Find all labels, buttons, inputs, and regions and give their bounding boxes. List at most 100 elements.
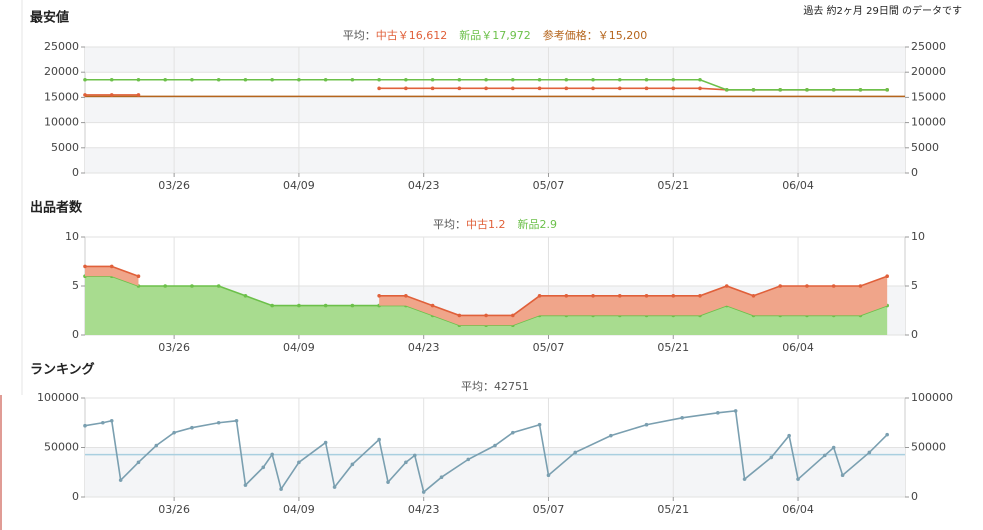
data-point [163, 77, 168, 82]
data-point [511, 313, 515, 318]
data-point [430, 77, 435, 82]
y2-tick-label: 0 [911, 490, 918, 503]
y2-tick-label: 15000 [911, 90, 946, 103]
data-point [573, 450, 578, 455]
x-tick-label: 04/23 [408, 179, 440, 192]
x-tick-label: 05/21 [657, 341, 689, 354]
series-area [379, 276, 888, 326]
series-line [379, 275, 888, 317]
data-point [698, 86, 702, 91]
x-tick-label: 04/09 [283, 179, 315, 192]
data-point [270, 303, 274, 308]
data-point [511, 77, 515, 82]
data-point [537, 86, 542, 91]
data-point [617, 294, 622, 298]
data-point [109, 77, 114, 82]
data-point [457, 86, 462, 91]
average-label: 新品2.9 [518, 217, 558, 231]
x-tick-label: 05/07 [533, 503, 565, 516]
data-point [430, 303, 435, 308]
data-point [404, 294, 408, 298]
data-point [83, 423, 87, 428]
y2-tick-label: 5000 [911, 141, 939, 154]
data-point [350, 303, 355, 308]
data-point [609, 433, 613, 438]
data-point [680, 416, 684, 420]
data-point [644, 86, 649, 91]
data-point [671, 294, 676, 298]
data-point [733, 409, 738, 413]
data-point [270, 452, 274, 457]
data-point [136, 93, 141, 97]
data-point [484, 86, 488, 91]
data-point [386, 480, 390, 484]
data-point [591, 86, 595, 91]
data-point [216, 284, 221, 288]
data-point [323, 77, 328, 82]
y-tick-label: 100000 [37, 391, 79, 404]
y2-tick-label: 0 [911, 328, 918, 341]
data-point [404, 77, 408, 82]
data-point [591, 77, 595, 82]
data-point [216, 420, 221, 425]
data-point [644, 422, 649, 427]
data-point [377, 86, 381, 91]
chart-title: ランキング [30, 362, 95, 378]
data-point [136, 460, 141, 465]
data-point [591, 294, 595, 298]
data-point [671, 86, 676, 91]
data-point [831, 445, 836, 450]
x-tick-label: 03/26 [158, 341, 190, 354]
average-prefix: 平均： [433, 218, 466, 231]
data-point [831, 284, 836, 288]
data-point [885, 274, 889, 279]
data-point [457, 313, 462, 318]
data-point [234, 418, 239, 423]
data-point [190, 284, 194, 288]
data-point [332, 485, 337, 489]
data-point [404, 460, 408, 465]
data-point [83, 93, 87, 97]
data-point [787, 433, 791, 438]
data-point [261, 465, 266, 470]
data-point [858, 284, 863, 288]
data-point [885, 88, 889, 92]
y-tick-label: 20000 [44, 65, 79, 78]
data-point [698, 294, 702, 298]
x-tick-label: 04/09 [283, 341, 315, 354]
data-point [858, 88, 863, 92]
data-point [377, 77, 381, 82]
chart-title: 出品者数 [30, 200, 83, 216]
x-tick-label: 04/23 [408, 503, 440, 516]
y-tick-label: 0 [72, 328, 79, 341]
data-point [546, 473, 551, 478]
data-point [101, 420, 105, 425]
data-point [109, 418, 114, 423]
data-point [751, 88, 756, 92]
y-tick-label: 50000 [44, 441, 79, 454]
y2-tick-label: 50000 [911, 441, 946, 454]
plot-band [85, 447, 905, 497]
data-point [350, 462, 355, 467]
data-point [840, 473, 845, 478]
data-point [377, 437, 381, 442]
x-tick-label: 06/04 [782, 341, 814, 354]
data-point [243, 77, 248, 82]
data-point [564, 77, 569, 82]
x-tick-label: 03/26 [158, 503, 190, 516]
data-point [511, 430, 515, 435]
header-note: 過去 約2ヶ月 29日間 のデータです [803, 4, 962, 17]
data-point [724, 88, 729, 92]
data-point [457, 77, 462, 82]
chart-subtitle: 平均：中古1.2 新品2.9 [433, 217, 557, 231]
data-point [154, 443, 159, 448]
y-tick-label: 5 [72, 279, 79, 292]
data-point [617, 86, 622, 91]
data-point [885, 432, 889, 437]
y-tick-label: 0 [72, 166, 79, 179]
x-tick-label: 03/26 [158, 179, 190, 192]
data-point [243, 294, 248, 298]
average-label: 中古1.2 [466, 218, 506, 231]
series-area [85, 276, 888, 335]
